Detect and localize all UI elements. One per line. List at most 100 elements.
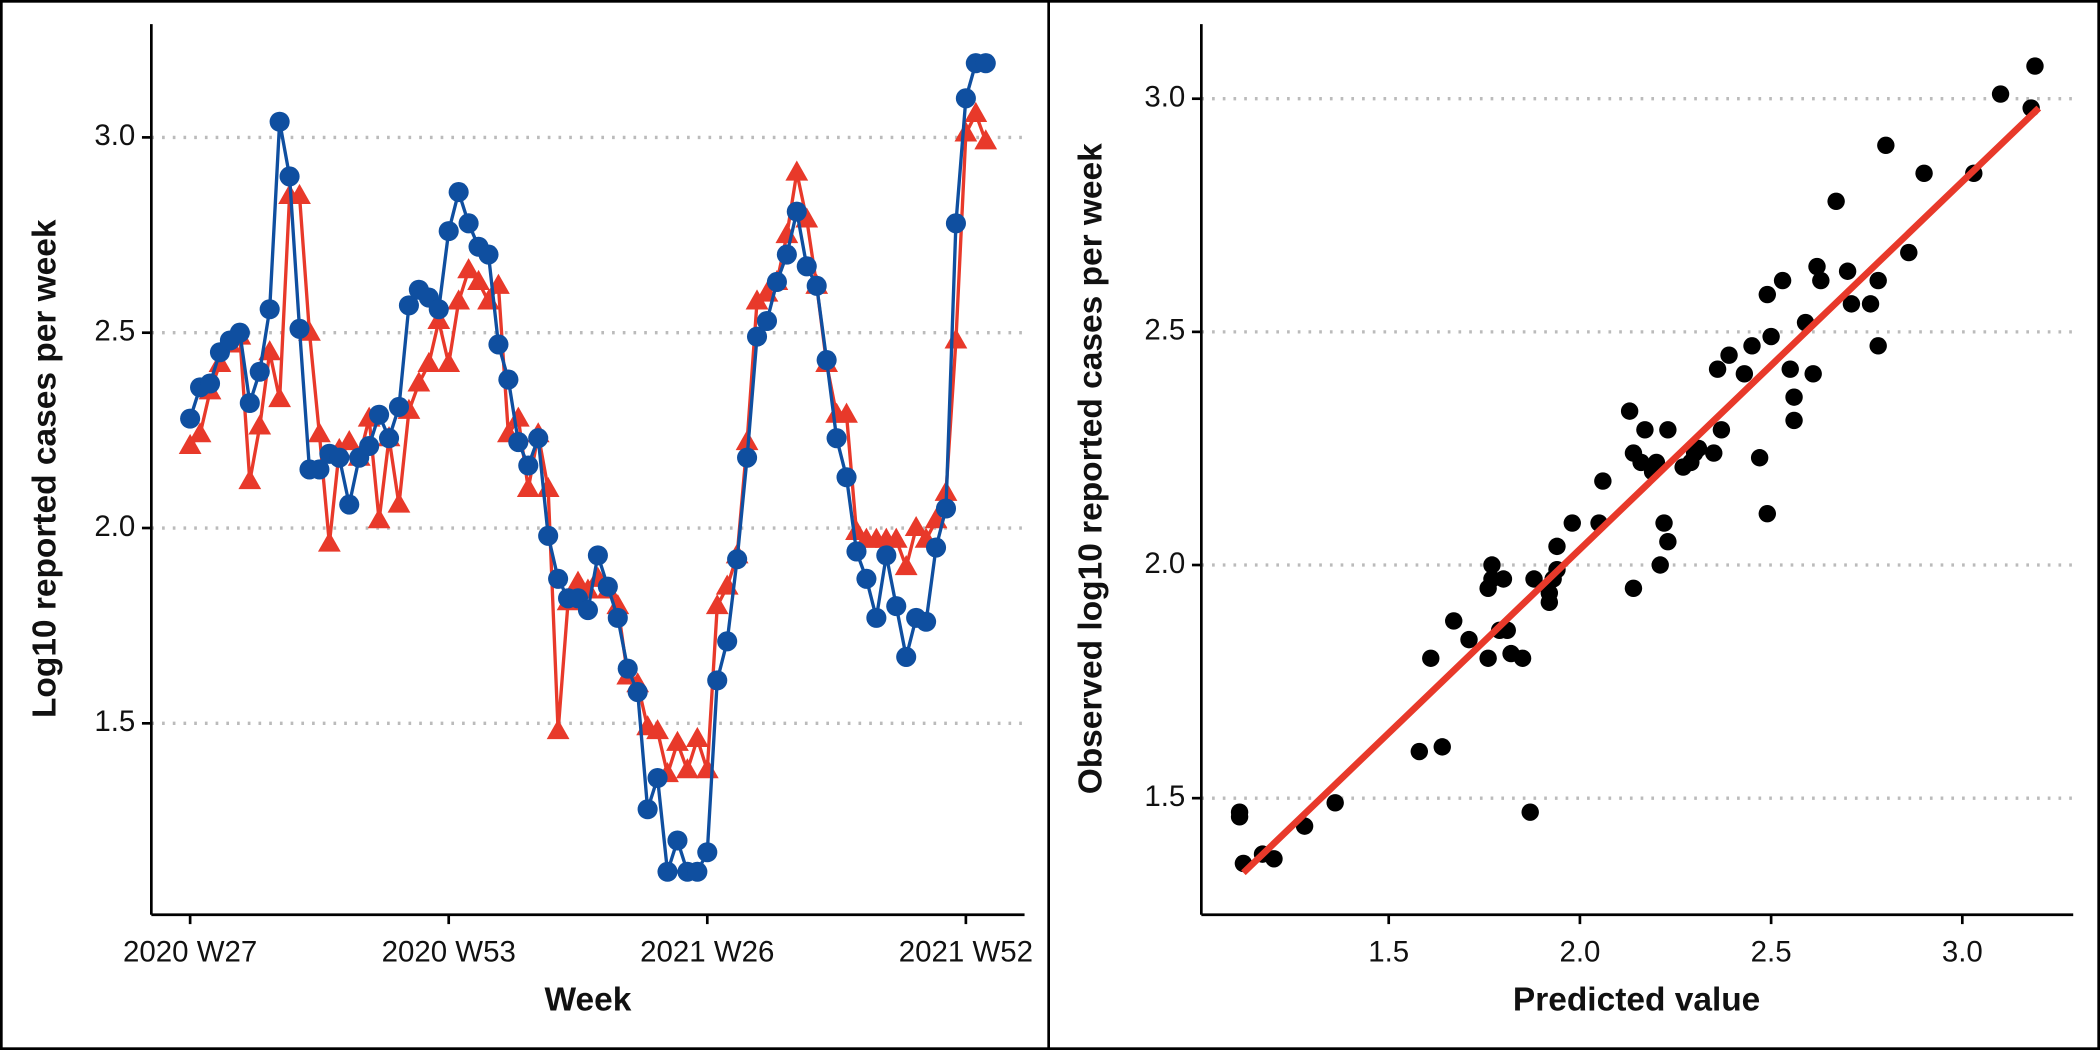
scatter-point (1326, 794, 1344, 812)
circle-marker (199, 373, 221, 394)
triangle-marker (417, 351, 441, 372)
triangle-marker (317, 531, 341, 552)
circle-marker (766, 271, 787, 292)
triangle-marker (387, 492, 411, 513)
scatter-point (1861, 295, 1880, 313)
scatter-point (1758, 505, 1776, 523)
x-axis-title: Week (545, 982, 632, 1019)
scatter-point (1525, 570, 1543, 588)
scatter-point (1991, 85, 2010, 103)
circle-marker (617, 658, 638, 679)
circle-marker (448, 182, 469, 203)
circle-marker (458, 213, 479, 234)
x-tick-label: 2020 W53 (382, 935, 516, 968)
triangle-marker (705, 594, 729, 615)
x-tick-label: 1.5 (1368, 935, 1409, 968)
circle-marker (538, 525, 559, 546)
circle-marker (518, 455, 539, 476)
circle-marker (916, 611, 937, 632)
circle-marker (955, 88, 976, 109)
scatter-point (1563, 514, 1581, 532)
triangle-marker (467, 269, 490, 290)
scatter-point (1877, 136, 1895, 155)
scatter-point (1762, 327, 1780, 346)
y-tick-label: 2.0 (94, 510, 135, 543)
x-tick-label: 2.0 (1559, 935, 1600, 968)
triangle-marker (437, 351, 461, 372)
circle-marker (717, 631, 738, 652)
triangle-marker (944, 328, 968, 349)
scatter-point (1540, 584, 1559, 602)
circle-marker (488, 334, 509, 355)
triangle-marker (238, 469, 262, 490)
circle-marker (498, 369, 519, 390)
triangle-marker (457, 258, 480, 279)
circle-marker (746, 326, 768, 347)
scatter-point (1651, 556, 1669, 574)
scatter-point (1410, 742, 1429, 761)
circle-marker (776, 244, 797, 265)
circle-marker (707, 670, 728, 691)
circle-marker (697, 842, 718, 863)
scatter-point (1720, 346, 1738, 364)
y-tick-label: 2.5 (1144, 314, 1185, 347)
triangle-marker (666, 730, 689, 751)
triangle-marker (566, 570, 590, 591)
scatter-point (1869, 337, 1887, 355)
scatter-point (1735, 365, 1754, 383)
circle-marker (388, 396, 410, 417)
circle-marker (657, 861, 678, 882)
circle-marker (587, 545, 608, 566)
triangle-marker (695, 758, 719, 779)
y-tick-label: 1.5 (1144, 780, 1185, 813)
circle-marker (229, 322, 250, 343)
scatter-point (1900, 243, 1918, 262)
y-tick-label: 2.5 (94, 314, 135, 347)
circle-marker (289, 318, 310, 339)
triangle-marker (845, 519, 868, 540)
scatter-point (1659, 421, 1677, 439)
circle-marker (975, 53, 996, 74)
y-tick-label: 3.0 (94, 119, 135, 152)
triangle-marker (308, 422, 331, 443)
scatter-point (1494, 570, 1513, 588)
x-axis-title: Predicted value (1513, 982, 1760, 1019)
circle-marker (508, 432, 529, 453)
circle-marker (398, 295, 419, 316)
series-line (188, 109, 988, 781)
scatter-point (1624, 579, 1643, 598)
triangle-marker (188, 422, 212, 443)
triangle-marker (884, 527, 908, 548)
scatter-point (1620, 402, 1639, 420)
scatter-point (1758, 285, 1776, 304)
circle-marker (806, 275, 827, 296)
circle-marker (836, 467, 857, 488)
scatter-point (1708, 360, 1727, 378)
scatter-point (1750, 449, 1769, 467)
triangle-marker (775, 222, 799, 244)
triangle-marker (795, 207, 819, 228)
circle-marker (866, 607, 887, 628)
scatter-point (1812, 271, 1830, 290)
triangle-marker (676, 758, 699, 779)
y-axis-title: Log10 reported cases per week (27, 219, 64, 718)
scatter-point (1712, 421, 1731, 439)
scatter-point (1230, 803, 1249, 821)
circle-marker (876, 545, 897, 566)
scatter-point (1827, 192, 1845, 211)
circle-marker (378, 428, 400, 449)
circle-marker (737, 447, 758, 468)
circle-marker (269, 111, 290, 132)
circle-marker (180, 408, 201, 429)
triangle-marker (785, 160, 809, 181)
circle-marker (816, 350, 837, 371)
circle-marker (309, 459, 330, 480)
circle-marker (667, 830, 688, 851)
circle-marker (259, 299, 280, 320)
scatter-point (1743, 337, 1761, 355)
x-tick-label: 2021 W52 (899, 935, 1033, 968)
x-tick-label: 2.5 (1751, 935, 1792, 968)
circle-marker (438, 221, 459, 242)
scatter-point (1647, 453, 1666, 472)
y-tick-label: 2.0 (1144, 547, 1185, 580)
